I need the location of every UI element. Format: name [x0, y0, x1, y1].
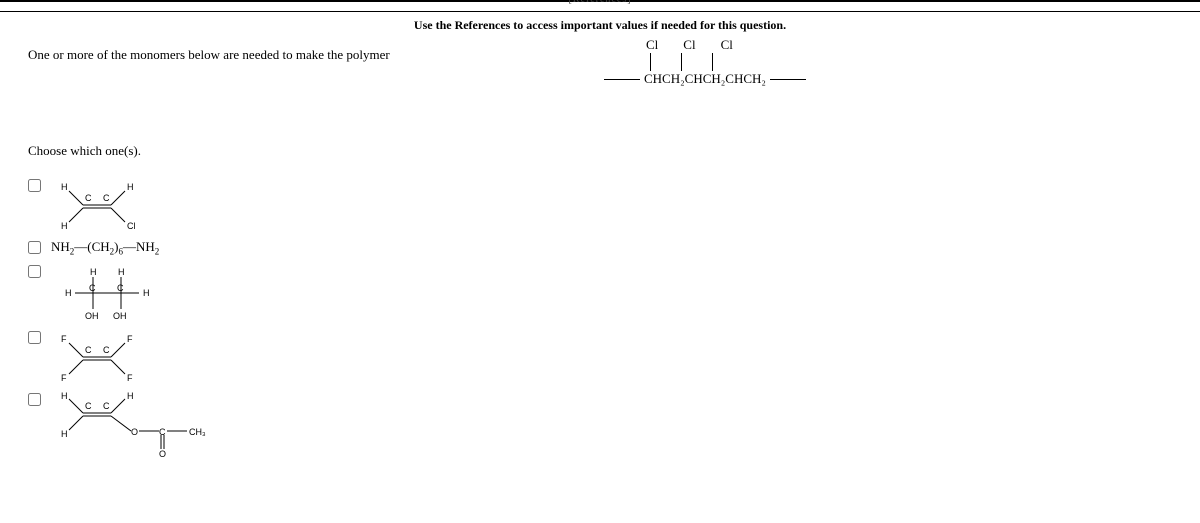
option-e: H H H O C CH₃ O C C: [28, 391, 1172, 457]
option-c-structure: H H H H OH OH C C: [51, 263, 171, 323]
svg-text:C: C: [117, 283, 124, 293]
option-a-checkbox[interactable]: [28, 179, 41, 192]
polymer-left-ext: [604, 79, 640, 80]
polymer-bond-2: [681, 53, 682, 71]
option-d-structure: F F F F C C: [51, 329, 151, 385]
opt-e-bl: H: [61, 429, 68, 439]
opt-c-l: H: [65, 288, 72, 298]
reference-instruction-text: Use the References to access important v…: [414, 18, 786, 32]
svg-text:C: C: [103, 401, 110, 411]
option-b-checkbox[interactable]: [28, 241, 41, 254]
polymer-chain: CHCH₂CHCH₂CHCH₂: [644, 71, 766, 87]
option-d-checkbox[interactable]: [28, 331, 41, 344]
opt-c-b2: OH: [113, 311, 127, 321]
option-d: F F F F C C: [28, 329, 1172, 385]
choose-label: Choose which one(s).: [28, 143, 1172, 159]
svg-text:C: C: [85, 193, 92, 203]
option-e-structure: H H H O C CH₃ O C C: [51, 391, 221, 457]
option-e-checkbox[interactable]: [28, 393, 41, 406]
polymer-cl-3: Cl: [721, 37, 733, 53]
opt-d-br: F: [127, 373, 133, 383]
polymer-structure: Cl Cl Cl CHCH₂CHCH₂CHCH₂: [600, 37, 810, 87]
option-a-structure: H H H Cl C C: [51, 177, 151, 233]
svg-text:C: C: [159, 427, 166, 437]
option-b: NH2—(CH2)6—NH2: [28, 239, 1172, 257]
opt-c-b1: OH: [85, 311, 99, 321]
opt-e-tr: H: [127, 391, 134, 401]
opt-e-end: CH₃: [189, 427, 206, 437]
option-c-checkbox[interactable]: [28, 265, 41, 278]
svg-text:C: C: [103, 193, 110, 203]
svg-text:C: C: [85, 401, 92, 411]
opt-d-tl: F: [61, 334, 67, 344]
polymer-bond-1: [650, 53, 651, 71]
opt-d-bl: F: [61, 373, 67, 383]
opt-c-r: H: [143, 288, 150, 298]
opt-a-br: Cl: [127, 221, 136, 231]
svg-text:O: O: [131, 427, 138, 437]
option-b-structure: NH2—(CH2)6—NH2: [51, 239, 159, 257]
polymer-cl-1: Cl: [646, 37, 658, 53]
opt-a-bl: H: [61, 221, 68, 231]
polymer-bond-3: [712, 53, 713, 71]
opt-d-tr: F: [127, 334, 133, 344]
polymer-right-ext: [770, 79, 806, 80]
opt-e-tl: H: [61, 391, 68, 401]
opt-a-tr: H: [127, 182, 134, 192]
options-list: H H H Cl C C NH2—(CH2)6—NH2: [28, 177, 1172, 457]
references-tag: [References]: [568, 0, 631, 5]
opt-c-t2: H: [118, 267, 125, 277]
opt-a-tl: H: [61, 182, 68, 192]
option-a: H H H Cl C C: [28, 177, 1172, 233]
polymer-cl-2: Cl: [683, 37, 695, 53]
option-c: H H H H OH OH C C: [28, 263, 1172, 323]
svg-text:C: C: [89, 283, 96, 293]
opt-c-t1: H: [90, 267, 97, 277]
top-tab-strip: [References]: [0, 0, 1200, 12]
svg-text:O: O: [159, 449, 166, 457]
svg-text:C: C: [85, 345, 92, 355]
svg-text:C: C: [103, 345, 110, 355]
